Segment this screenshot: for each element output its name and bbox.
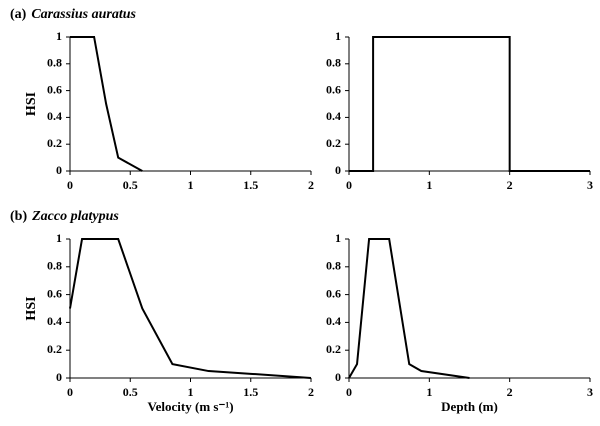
- x-tick-label: 3: [587, 385, 593, 399]
- y-axis-label: HSI: [24, 296, 39, 320]
- y-tick-label: 0.2: [47, 136, 62, 150]
- y-tick-label: 0: [56, 163, 62, 177]
- x-tick-label: 1: [426, 178, 432, 192]
- data-line: [69, 238, 312, 379]
- y-tick-label: 0: [335, 163, 341, 177]
- panel-species: Carassius auratus: [31, 7, 136, 22]
- x-tick-label: 0: [346, 385, 352, 399]
- data-line: [348, 238, 470, 379]
- x-tick-label: 1: [188, 385, 194, 399]
- y-tick-label: 1: [335, 231, 341, 245]
- y-tick-label: 0.6: [47, 286, 62, 300]
- x-tick-label: 0: [346, 178, 352, 192]
- x-tick-label: 1: [188, 178, 194, 192]
- y-tick-label: 0.2: [47, 342, 62, 356]
- y-tick-label: 0.2: [326, 342, 341, 356]
- panel-label: (a): [10, 7, 27, 22]
- x-axis-label: Velocity (m s⁻¹): [147, 399, 233, 414]
- y-tick-label: 1: [335, 29, 341, 43]
- x-axis-label: Depth (m): [441, 399, 498, 414]
- panel-label: (b): [10, 209, 27, 224]
- y-tick-label: 0.4: [47, 314, 62, 328]
- x-tick-label: 2: [308, 385, 314, 399]
- y-tick-label: 0.8: [326, 56, 341, 70]
- panel-species: Zacco platypus: [31, 209, 119, 224]
- x-tick-label: 0: [67, 178, 73, 192]
- y-tick-label: 0.6: [47, 82, 62, 96]
- x-tick-label: 1.5: [243, 178, 258, 192]
- y-tick-label: 0.6: [326, 82, 341, 96]
- x-tick-label: 0.5: [123, 385, 138, 399]
- x-tick-label: 2: [507, 385, 513, 399]
- x-tick-label: 1.5: [243, 385, 258, 399]
- y-tick-label: 0.4: [326, 314, 341, 328]
- y-tick-label: 0.4: [326, 109, 341, 123]
- y-tick-label: 0.8: [47, 56, 62, 70]
- x-tick-label: 2: [308, 178, 314, 192]
- x-tick-label: 1: [426, 385, 432, 399]
- y-tick-label: 0.8: [47, 259, 62, 273]
- x-tick-label: 0: [67, 385, 73, 399]
- x-tick-label: 2: [507, 178, 513, 192]
- y-tick-label: 0.4: [47, 109, 62, 123]
- data-line: [70, 36, 143, 172]
- data-line: [349, 36, 590, 172]
- y-tick-label: 1: [56, 231, 62, 245]
- panel-title: (b) Zacco platypus: [10, 209, 119, 224]
- y-tick-label: 0.8: [326, 259, 341, 273]
- y-axis-label: HSI: [24, 92, 39, 116]
- y-tick-label: 0.6: [326, 286, 341, 300]
- x-tick-label: 0.5: [123, 178, 138, 192]
- y-tick-label: 0.2: [326, 136, 341, 150]
- y-tick-label: 0: [335, 370, 341, 384]
- x-tick-label: 3: [587, 178, 593, 192]
- y-tick-label: 0: [56, 370, 62, 384]
- panel-title: (a) Carassius auratus: [10, 7, 137, 22]
- y-tick-label: 1: [56, 29, 62, 43]
